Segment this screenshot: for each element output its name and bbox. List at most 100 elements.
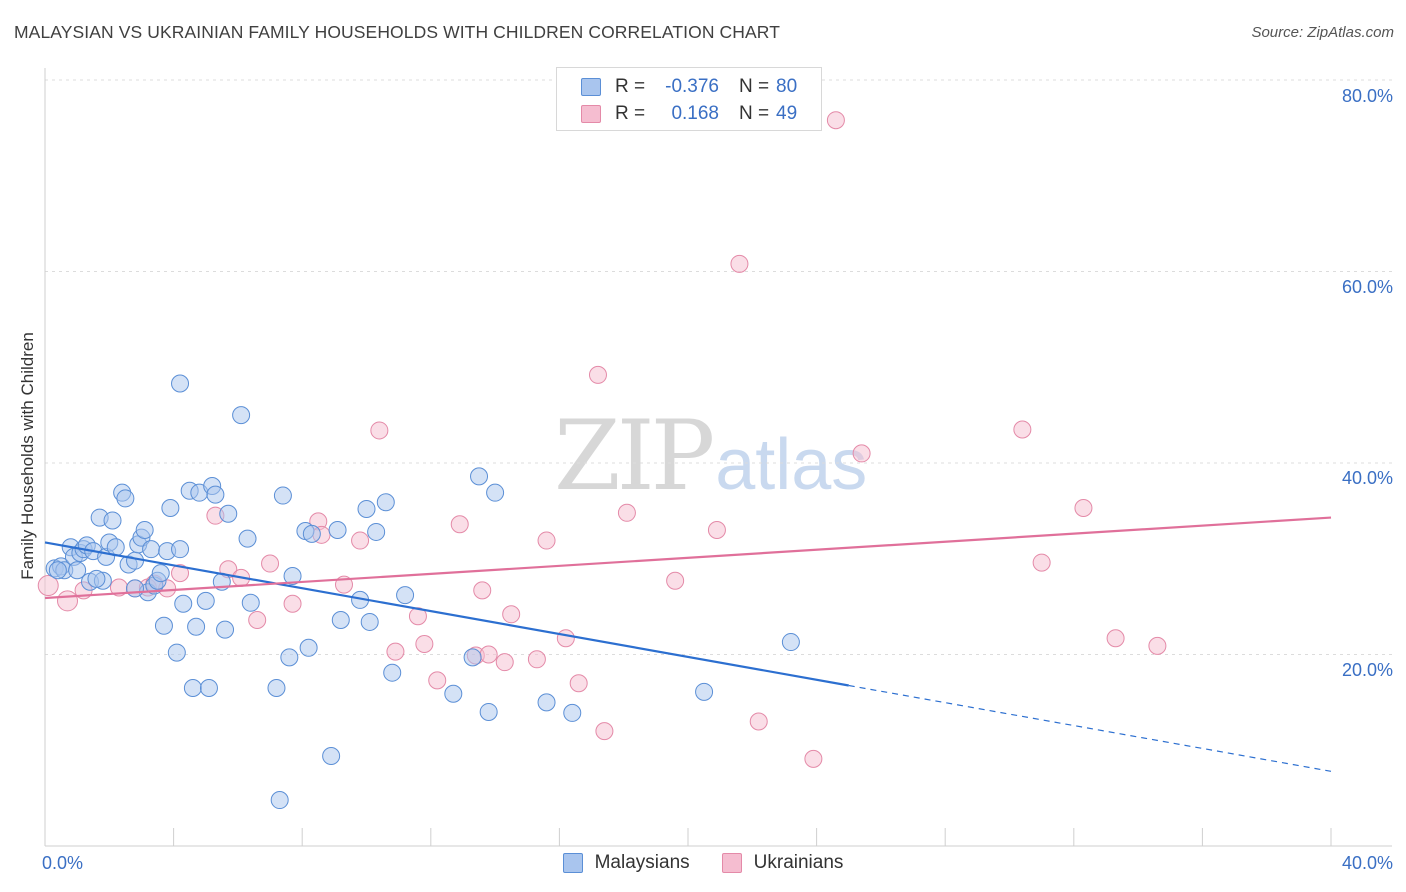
legend-row-ukrainians: R = 0.168 N = 49 (581, 101, 797, 127)
malaysian-point (695, 682, 714, 701)
malaysian-point (167, 643, 186, 662)
ukrainian-point (1032, 553, 1051, 572)
ukrainian-point (1148, 636, 1167, 655)
legend-row-malaysians: R = -0.376 N = 80 (581, 74, 797, 100)
ukrainian-point (666, 571, 685, 590)
legend-n-label: N = (739, 103, 770, 124)
series-legend: Malaysians Ukrainians (0, 852, 1406, 874)
malaysian-point (328, 521, 347, 540)
malaysian-point (299, 638, 318, 657)
malaysian-point (273, 486, 292, 505)
source-label: Source: ZipAtlas.com (1251, 24, 1394, 41)
ukrainian-point (370, 421, 389, 440)
malaysian-point (151, 564, 170, 583)
ukrainian-point (479, 645, 498, 664)
ukrainian-point (408, 607, 427, 626)
malaysian-point (479, 702, 498, 721)
ukrainian-point (749, 712, 768, 731)
legend-label: Ukrainians (753, 852, 844, 873)
y-tick-label: 60.0% (1341, 277, 1393, 297)
x-tick-label-max: 40.0% (1341, 853, 1393, 873)
legend-n-label: N = (739, 76, 770, 97)
ukrainian-point (1013, 420, 1032, 439)
y-tick-label: 40.0% (1341, 468, 1393, 488)
malaysian-point (171, 540, 190, 559)
ukrainian-point (261, 554, 280, 573)
legend-swatch-pink (581, 105, 601, 123)
ukrainian-point (415, 634, 434, 653)
legend-swatch-blue (581, 78, 601, 96)
ukrainian-point (1106, 629, 1125, 648)
ukrainian-point (730, 254, 749, 273)
ukrainian-point (852, 444, 871, 463)
malaysian-point (280, 648, 299, 667)
malaysian-point (396, 586, 415, 605)
y-tick-label: 20.0% (1341, 660, 1393, 680)
malaysian-point (48, 561, 67, 580)
malaysian-point (142, 540, 161, 559)
ukrainian-point (57, 590, 79, 612)
ukrainian-point (556, 629, 575, 648)
malaysian-point (183, 679, 202, 698)
ukrainian-point (826, 111, 845, 130)
malaysian-point (781, 633, 800, 652)
y-tick-label: 80.0% (1341, 86, 1393, 106)
malaysian-point (154, 616, 173, 635)
watermark: ZIPatlas (554, 400, 867, 512)
legend-n-value: 80 (776, 76, 798, 97)
malaysian-point (238, 529, 257, 548)
ukrainian-point (617, 503, 636, 522)
ukrainian-point (707, 521, 726, 540)
legend-swatch-pink (721, 853, 742, 873)
malaysian-point (267, 679, 286, 698)
malaysian-point (360, 612, 379, 631)
malaysian-point (470, 467, 489, 486)
malaysian-point (376, 493, 395, 512)
legend-swatch-blue (562, 853, 583, 873)
ukrainian-point (804, 749, 823, 768)
malaysian-point (126, 579, 145, 598)
y-axis-label: Family Households with Children (18, 332, 37, 580)
ukrainian-point (248, 611, 267, 630)
ukrainian-point (537, 531, 556, 550)
ukrainian-point (473, 581, 492, 600)
stats-legend: R = -0.376 N = 80 R = 0.168 N = 49 (556, 67, 822, 131)
malaysian-point (116, 489, 135, 508)
malaysian-point (219, 504, 238, 523)
malaysian-point (171, 374, 190, 393)
ukrainian-point (1074, 499, 1093, 518)
legend-r-label: R = (615, 76, 646, 97)
legend-item-malaysians[interactable]: Malaysians (562, 852, 690, 874)
legend-r-label: R = (615, 103, 646, 124)
malaysian-point (206, 485, 225, 504)
malaysian-point (331, 611, 350, 630)
ukrainian-trendline (44, 516, 1332, 600)
malaysian-point (135, 521, 154, 540)
malaysian-point (68, 561, 87, 580)
legend-r-value: -0.376 (665, 76, 719, 97)
malaysian-point (283, 566, 302, 585)
malaysian-trendline (44, 541, 849, 687)
malaysian-point (367, 522, 386, 541)
malaysian-point (87, 569, 106, 588)
legend-item-ukrainians[interactable]: Ukrainians (721, 852, 844, 874)
malaysian-point (463, 648, 482, 667)
ukrainian-point (495, 653, 514, 672)
ukrainian-point (527, 650, 546, 669)
malaysian-point (270, 791, 289, 810)
x-tick-label-min: 0.0% (42, 853, 84, 873)
malaysian-point (187, 617, 206, 636)
ukrainian-point (588, 365, 607, 384)
malaysian-point (216, 620, 235, 639)
malaysian-point (444, 684, 463, 703)
malaysian-point (322, 746, 341, 765)
ukrainian-point (37, 575, 59, 597)
ukrainian-point (450, 515, 469, 534)
malaysian-point (196, 591, 215, 610)
malaysian-point (563, 703, 582, 722)
malaysian-point (383, 663, 402, 682)
ukrainian-point (386, 642, 405, 661)
malaysian-point (241, 593, 260, 612)
malaysian-point (161, 499, 180, 518)
